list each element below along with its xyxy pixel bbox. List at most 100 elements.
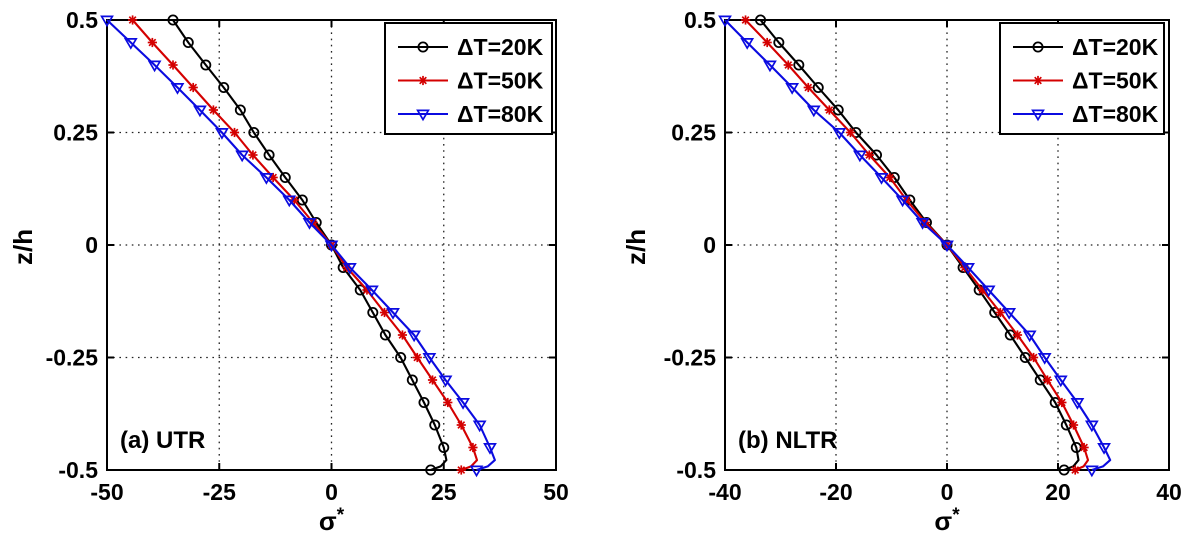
star-marker (147, 37, 157, 48)
triangle-down-marker (1022, 330, 1037, 343)
circle-marker (425, 464, 437, 476)
triangle-down-marker (147, 60, 162, 73)
star-marker (845, 127, 856, 138)
legend-marker (1031, 109, 1045, 122)
y-tick-label: -0.5 (676, 457, 716, 483)
legend-label: ΔT=20K (457, 34, 544, 60)
triangle-down-marker (365, 285, 379, 298)
x-tick-label: -40 (708, 479, 741, 505)
triangle-down-marker (302, 218, 317, 230)
triangle-down-marker (1053, 375, 1068, 388)
triangle-down-marker (785, 83, 800, 95)
triangle-down-marker (483, 443, 497, 455)
triangle-down-marker (1002, 308, 1017, 320)
circle-marker (279, 171, 291, 183)
triangle-down-marker (123, 38, 138, 50)
triangle-down-marker (1097, 443, 1111, 455)
star-marker (864, 150, 874, 160)
plot-annotation: (a) UTR (120, 427, 205, 454)
curve-t80k (724, 19, 1112, 471)
triangle-down-marker (282, 195, 297, 208)
star-marker (783, 60, 793, 70)
circle-marker (367, 306, 379, 318)
star-marker (229, 127, 240, 138)
x-tick-label: 0 (941, 479, 954, 505)
legend-marker (416, 109, 430, 122)
star-marker (803, 82, 813, 93)
triangle-down-marker (215, 128, 229, 140)
curve-t80k (106, 19, 496, 471)
triangle-down-marker (874, 173, 889, 185)
star-marker (824, 105, 834, 115)
x-tick-label: 50 (543, 479, 569, 505)
circle-marker (773, 37, 785, 49)
legend-label: ΔT=80K (1072, 101, 1159, 127)
triangle-down-marker (1037, 353, 1052, 365)
legend-marker (1032, 41, 1044, 53)
x-tick-label: 0 (325, 479, 338, 505)
y-tick-labels: -0.5 -0.25 0 0.25 0.5 (46, 7, 99, 483)
triangle-down-marker (259, 173, 274, 185)
star-marker (468, 442, 478, 453)
legend-marker (418, 75, 428, 86)
star-marker (1057, 397, 1067, 408)
triangle-down-marker (981, 285, 996, 298)
x-tick-labels: -50 -25 0 25 50 (90, 479, 568, 505)
star-marker (1028, 352, 1039, 363)
triangle-down-marker (438, 375, 453, 388)
x-tick-label: -25 (203, 479, 236, 505)
legend-box (384, 22, 553, 135)
circle-marker (418, 396, 430, 408)
markers-series-2 (100, 15, 497, 478)
triangle-down-marker (852, 150, 867, 163)
plot-annotation: (b) NLTR (738, 427, 838, 454)
chart-nltr: -40 -20 0 20 40 -0.5 -0.25 0 0.25 0.5 σ* z/h ΔT=20K Δ… (599, 0, 1199, 539)
star-marker (168, 60, 178, 70)
star-marker (1068, 420, 1079, 430)
triangle-down-marker (718, 15, 732, 28)
circle-marker (793, 59, 805, 71)
star-marker (995, 307, 1005, 318)
star-marker (427, 375, 438, 385)
circle-marker (248, 127, 260, 139)
chart-utr: -50 -25 0 25 50 -0.5 -0.25 0 0.25 0.5 σ* z/h ΔT=20K Δ… (8, 7, 569, 536)
star-marker (885, 172, 895, 183)
star-marker (1070, 465, 1080, 475)
triangle-down-marker (235, 150, 250, 163)
triangle-down-marker (832, 128, 847, 140)
y-tick-label: 0.25 (671, 120, 716, 146)
triangle-down-marker (940, 240, 954, 253)
x-tick-label: -20 (819, 479, 852, 505)
star-marker (1012, 330, 1023, 340)
triangle-down-marker (915, 218, 930, 230)
x-tick-labels: -40 -20 0 20 40 (708, 479, 1181, 505)
circle-marker (218, 82, 230, 94)
triangle-down-marker (386, 308, 400, 320)
circle-marker (1058, 464, 1070, 476)
x-tick-label: 40 (1156, 479, 1182, 505)
legend-label: ΔT=50K (1072, 68, 1159, 94)
triangle-down-marker (324, 240, 339, 253)
circle-marker (234, 104, 246, 116)
star-marker (397, 330, 408, 340)
legend-label: ΔT=20K (1072, 34, 1159, 60)
y-tick-label: 0.25 (53, 120, 98, 146)
x-axis-label: σ* (934, 505, 960, 536)
x-tick-label: 25 (431, 479, 457, 505)
triangle-down-marker (1084, 465, 1099, 478)
circle-marker (395, 351, 407, 363)
y-tick-label: 0 (703, 232, 716, 258)
triangle-down-marker (193, 105, 207, 118)
circle-marker (379, 329, 391, 341)
star-marker (1079, 442, 1089, 453)
circle-marker (406, 374, 418, 386)
star-marker (248, 150, 258, 160)
x-tick-label: 20 (1045, 479, 1071, 505)
legend-box (999, 22, 1165, 135)
star-marker (456, 420, 466, 430)
circle-marker (167, 14, 179, 26)
star-marker (208, 105, 219, 115)
triangle-down-marker (343, 263, 357, 275)
chart-utr-svg: -50 -25 0 25 50-0.5-0.2500.250.5σ*z/hΔT=20KΔ… (8, 7, 569, 536)
triangle-down-marker (407, 330, 422, 343)
